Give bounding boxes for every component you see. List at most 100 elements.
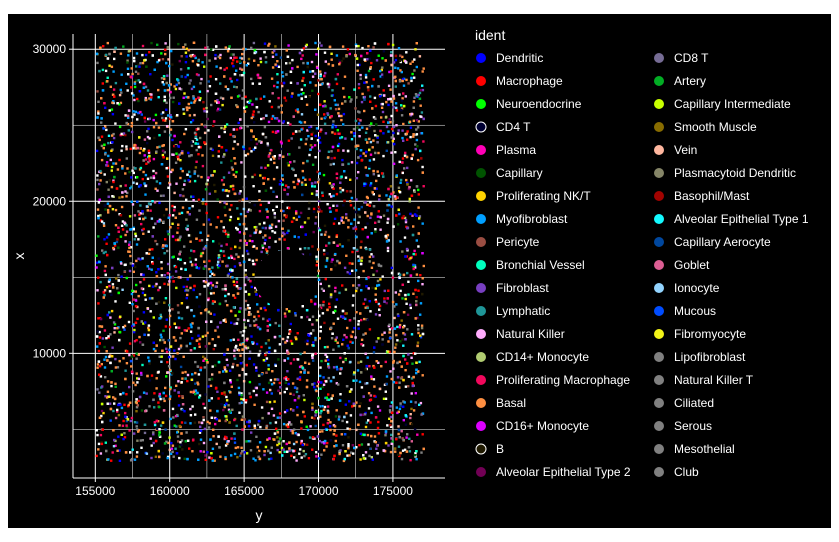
scatter-point — [103, 366, 107, 369]
scatter-point — [124, 114, 127, 117]
scatter-point — [176, 231, 179, 234]
scatter-point — [339, 181, 342, 184]
scatter-point — [314, 108, 317, 111]
scatter-point — [268, 100, 271, 103]
scatter-point — [131, 203, 135, 206]
scatter-point — [350, 196, 354, 200]
scatter-point — [222, 319, 225, 322]
scatter-point — [261, 132, 265, 136]
scatter-point — [329, 210, 332, 213]
scatter-point — [333, 99, 336, 102]
scatter-point — [311, 406, 314, 409]
scatter-point — [188, 82, 191, 85]
legend-key — [475, 443, 487, 455]
scatter-point — [272, 177, 276, 181]
scatter-point — [405, 450, 409, 453]
scatter-point — [267, 178, 270, 181]
scatter-point — [251, 82, 254, 85]
scatter-point — [191, 263, 194, 266]
scatter-point — [184, 440, 187, 443]
scatter-point — [336, 317, 340, 320]
scatter-point — [255, 225, 258, 229]
scatter-point — [116, 102, 119, 105]
scatter-point — [158, 431, 161, 434]
scatter-point — [176, 431, 179, 434]
scatter-point — [140, 273, 143, 276]
scatter-point — [351, 444, 354, 447]
scatter-point — [262, 236, 265, 239]
scatter-point — [124, 133, 127, 137]
scatter-point — [120, 205, 124, 209]
scatter-point — [286, 55, 290, 58]
legend-label: Neuroendocrine — [496, 97, 582, 111]
scatter-point — [394, 102, 398, 105]
scatter-point — [391, 139, 395, 143]
scatter-point — [268, 236, 271, 239]
scatter-point — [386, 249, 390, 253]
scatter-point — [330, 337, 334, 340]
scatter-point — [119, 315, 122, 318]
scatter-point — [197, 127, 200, 131]
scatter-point — [158, 434, 161, 437]
scatter-point — [204, 202, 208, 206]
scatter-point — [168, 214, 171, 217]
scatter-point — [286, 357, 290, 360]
scatter-point — [157, 126, 161, 129]
scatter-point — [330, 397, 333, 400]
scatter-point — [343, 433, 347, 436]
scatter-point — [106, 164, 110, 167]
scatter-point — [173, 424, 176, 427]
scatter-point — [145, 205, 149, 208]
scatter-point — [314, 338, 317, 342]
scatter-point — [265, 371, 268, 374]
scatter-point — [233, 296, 237, 299]
x-tick-label: 155000 — [75, 484, 115, 498]
scatter-point — [99, 169, 102, 173]
scatter-point — [266, 142, 269, 145]
scatter-point — [248, 380, 252, 384]
scatter-point — [403, 236, 407, 239]
scatter-point — [393, 327, 397, 330]
scatter-point — [398, 212, 401, 216]
scatter-point — [223, 366, 226, 369]
scatter-point — [187, 327, 190, 330]
scatter-point — [173, 144, 176, 148]
scatter-point — [335, 82, 339, 86]
legend-label: Club — [674, 465, 699, 479]
scatter-point — [399, 402, 402, 405]
scatter-point — [137, 353, 140, 356]
scatter-point — [259, 57, 262, 60]
scatter-point — [342, 360, 345, 364]
scatter-point — [320, 44, 323, 47]
scatter-point — [189, 390, 193, 394]
scatter-point — [314, 84, 318, 87]
scatter-point — [223, 368, 227, 371]
scatter-point — [229, 133, 232, 136]
scatter-point — [289, 123, 292, 126]
scatter-point — [412, 106, 415, 109]
scatter-point — [280, 82, 283, 85]
scatter-point — [342, 204, 345, 207]
scatter-point — [167, 283, 170, 286]
scatter-point — [198, 98, 201, 102]
scatter-point — [409, 306, 412, 310]
scatter-point — [134, 234, 138, 238]
scatter-point — [142, 149, 145, 152]
scatter-point — [339, 356, 342, 360]
scatter-point — [257, 353, 261, 356]
scatter-point — [402, 139, 405, 142]
scatter-point — [332, 187, 335, 190]
scatter-point — [309, 253, 312, 256]
scatter-point — [414, 147, 417, 151]
scatter-point — [289, 322, 292, 326]
scatter-point — [206, 117, 209, 121]
scatter-point — [235, 322, 239, 325]
scatter-point — [211, 365, 214, 368]
scatter-point — [392, 381, 396, 384]
scatter-point — [268, 42, 271, 46]
scatter-point — [208, 267, 211, 271]
scatter-point — [203, 65, 206, 68]
scatter-point — [100, 441, 103, 444]
scatter-point — [138, 217, 141, 220]
scatter-point — [135, 410, 138, 413]
